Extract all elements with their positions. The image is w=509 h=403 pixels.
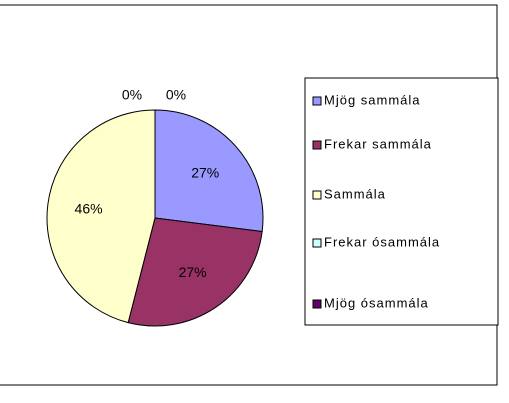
pie-slice	[154, 109, 264, 233]
legend-label: Frekar ósammála	[324, 234, 440, 249]
pie-slice	[127, 217, 263, 327]
data-label: 0%	[122, 87, 142, 103]
legend-swatch	[312, 238, 322, 248]
pie-slice	[46, 109, 156, 324]
legend-swatch	[312, 96, 322, 106]
data-label: 46%	[75, 200, 103, 216]
legend-swatch	[312, 190, 322, 200]
data-label: 27%	[179, 264, 207, 280]
legend-label: Mjög ósammála	[324, 295, 429, 310]
legend-swatch	[312, 140, 322, 150]
legend-box	[304, 77, 499, 326]
legend-swatch	[312, 299, 322, 309]
data-label: 27%	[191, 164, 219, 180]
legend-label: Frekar sammála	[324, 136, 432, 151]
data-label: 0%	[166, 87, 186, 103]
legend-label: Mjög sammála	[324, 92, 421, 107]
legend-label: Sammála	[324, 186, 386, 201]
